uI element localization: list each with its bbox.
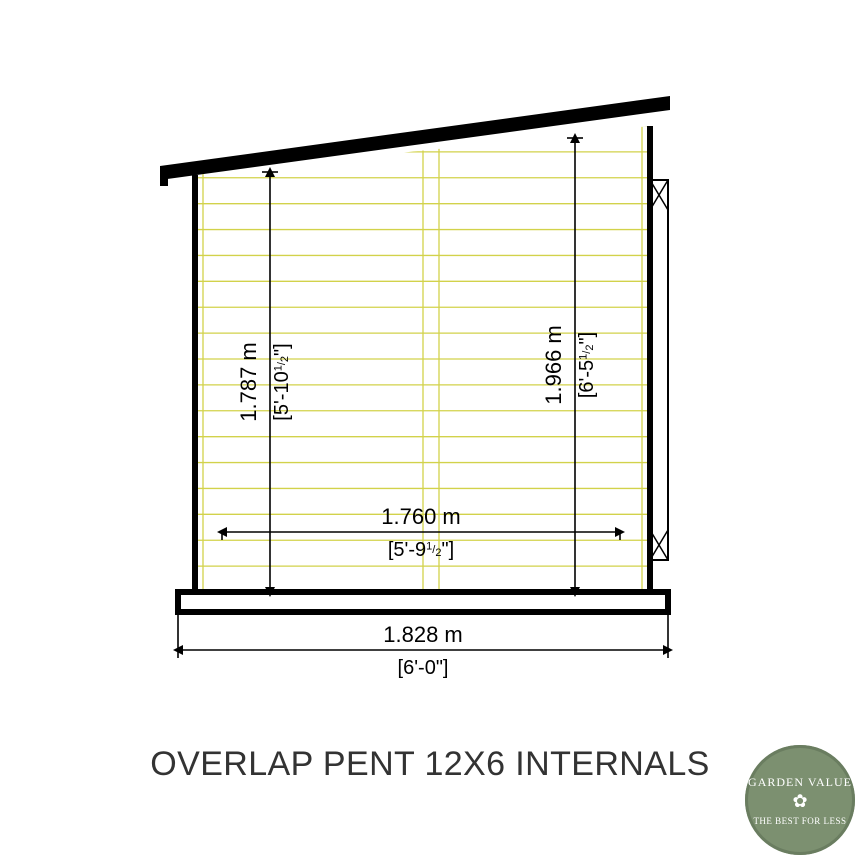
svg-text:1.787 m: 1.787 m	[236, 342, 261, 422]
badge-bottom-text: THE BEST FOR LESS	[753, 816, 846, 826]
technical-drawing: 1.828 m [6'-0"] 1.760 m [5'-91/2"] 1.787 m [5…	[0, 0, 860, 860]
brand-badge: GARDEN VALUE ✿ THE BEST FOR LESS	[745, 745, 855, 855]
svg-text:1.760 m: 1.760 m	[381, 504, 461, 529]
svg-text:[5'-101/2"]: [5'-101/2"]	[271, 343, 293, 420]
svg-text:[6'-0"]: [6'-0"]	[398, 657, 449, 679]
badge-top-text: GARDEN VALUE	[748, 775, 852, 790]
svg-text:1.966 m: 1.966 m	[541, 325, 566, 405]
drawing-title: OVERLAP PENT 12X6 INTERNALS	[0, 745, 860, 784]
badge-flower-icon: ✿	[792, 792, 807, 810]
svg-text:[6'-51/2"]: [6'-51/2"]	[576, 332, 598, 398]
svg-text:[5'-91/2"]: [5'-91/2"]	[388, 539, 454, 561]
svg-text:1.828 m: 1.828 m	[383, 622, 463, 647]
